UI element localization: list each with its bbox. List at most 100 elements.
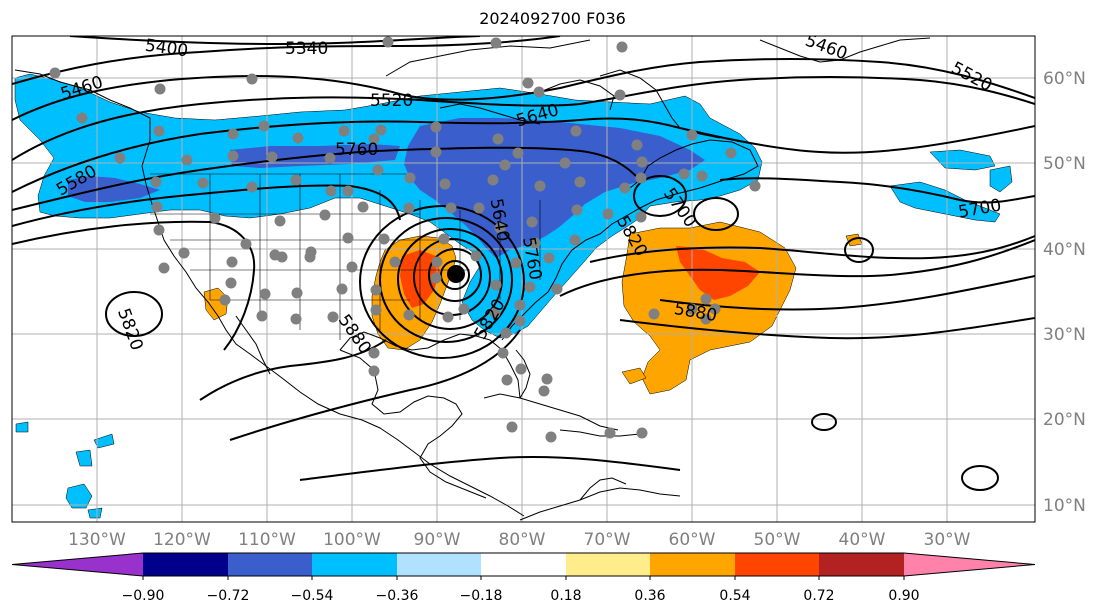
colorbar-tick-label: 0.72 bbox=[803, 588, 834, 604]
lat-label: 40°N bbox=[1043, 240, 1086, 260]
station-dot bbox=[219, 294, 231, 306]
station-dot bbox=[342, 185, 354, 197]
station-dot bbox=[492, 133, 504, 145]
station-dot bbox=[154, 83, 166, 95]
station-dot bbox=[114, 152, 126, 164]
station-dot bbox=[489, 307, 501, 319]
station-dot bbox=[197, 177, 209, 189]
colorbar-tick-label: −0.36 bbox=[376, 588, 419, 604]
station-dot bbox=[304, 251, 316, 263]
map-plot-area: 5400 5340 5460 5460 5520 5520 5580 5640 … bbox=[12, 36, 1035, 522]
station-dot bbox=[515, 363, 527, 375]
state-borders bbox=[150, 173, 541, 340]
negative-anomaly-pacific-speck5 bbox=[87, 507, 103, 519]
station-dot bbox=[506, 421, 518, 433]
station-dot bbox=[490, 37, 502, 49]
negative-anomaly-atlantic-blob bbox=[989, 165, 1013, 193]
colorbar-segment bbox=[819, 553, 905, 576]
station-dot bbox=[749, 180, 761, 192]
station-dot bbox=[533, 86, 545, 98]
station-dot bbox=[571, 204, 583, 216]
positive-anomaly-atlantic-region bbox=[621, 221, 797, 395]
station-dot bbox=[370, 284, 382, 296]
station-dot bbox=[445, 202, 457, 214]
lon-label: 30°W bbox=[924, 530, 971, 550]
colorbar-tick-label: 0.18 bbox=[550, 588, 581, 604]
station-dot bbox=[438, 233, 450, 245]
station-dots bbox=[49, 36, 761, 443]
station-dot bbox=[319, 209, 331, 221]
station-dot bbox=[514, 315, 526, 327]
station-dot bbox=[678, 168, 690, 180]
station-dot bbox=[709, 303, 721, 315]
negative-anomaly-core-region bbox=[404, 118, 705, 258]
colorbar-tick-label: −0.90 bbox=[122, 588, 165, 604]
station-dot bbox=[487, 174, 499, 186]
station-dot bbox=[500, 327, 512, 339]
station-dot bbox=[259, 288, 271, 300]
station-dot bbox=[529, 237, 541, 249]
colorbar-segment bbox=[735, 553, 820, 576]
station-dot bbox=[559, 157, 571, 169]
station-dot bbox=[151, 201, 163, 213]
station-dot bbox=[49, 67, 61, 79]
station-dot bbox=[290, 313, 302, 325]
station-dot bbox=[150, 176, 162, 188]
longitude-labels: 130°W 120°W 110°W 100°W 90°W 80°W 70°W 6… bbox=[68, 530, 971, 550]
station-dot bbox=[470, 250, 482, 262]
station-dot bbox=[368, 347, 380, 359]
lon-label: 40°W bbox=[839, 530, 886, 550]
station-dot bbox=[430, 272, 442, 284]
station-dot bbox=[378, 233, 390, 245]
station-dot bbox=[619, 182, 631, 194]
station-dot bbox=[403, 202, 415, 214]
low-center-marker bbox=[447, 265, 465, 283]
station-dot bbox=[158, 262, 170, 274]
station-dot bbox=[631, 139, 643, 151]
station-dot bbox=[76, 112, 88, 124]
station-dot bbox=[246, 181, 258, 193]
station-dot bbox=[526, 216, 538, 228]
station-dot bbox=[635, 172, 647, 184]
station-dot bbox=[336, 283, 348, 295]
station-dot bbox=[325, 185, 337, 197]
station-dot bbox=[258, 120, 270, 132]
colorbar-tick-label: −0.72 bbox=[207, 588, 250, 604]
contour-label: 5760 bbox=[335, 140, 378, 160]
station-dot bbox=[616, 41, 628, 53]
station-dot bbox=[696, 170, 708, 182]
station-dot bbox=[636, 156, 648, 168]
station-dot bbox=[570, 125, 582, 137]
negative-anomaly-atlantic-region bbox=[889, 181, 1001, 223]
negative-anomaly-pacific-speck4 bbox=[75, 449, 93, 467]
station-dot bbox=[574, 176, 586, 188]
lat-label: 20°N bbox=[1043, 410, 1086, 430]
station-dot bbox=[551, 283, 563, 295]
negative-anomaly-pacific-speck1 bbox=[65, 483, 93, 509]
colorbar-segment bbox=[397, 553, 482, 576]
station-dot bbox=[225, 277, 237, 289]
colorbar-segment bbox=[312, 553, 398, 576]
colorbar-tick-label: 0.36 bbox=[634, 588, 665, 604]
station-dot bbox=[431, 256, 443, 268]
lat-label: 50°N bbox=[1043, 154, 1086, 174]
station-dot bbox=[370, 304, 382, 316]
station-dot bbox=[439, 178, 451, 190]
station-dot bbox=[291, 287, 303, 299]
station-dot bbox=[510, 257, 522, 269]
station-dot bbox=[569, 234, 581, 246]
positive-anomaly-caribbean-small bbox=[621, 367, 647, 385]
station-dot bbox=[538, 385, 550, 397]
station-dot bbox=[494, 222, 506, 234]
station-dot bbox=[389, 256, 401, 268]
station-dot bbox=[274, 215, 286, 227]
station-dot bbox=[501, 374, 513, 386]
station-dot bbox=[324, 152, 336, 164]
station-dot bbox=[524, 281, 536, 293]
station-dot bbox=[514, 299, 526, 311]
station-dot bbox=[227, 150, 239, 162]
station-dot bbox=[338, 125, 350, 137]
lon-label: 100°W bbox=[323, 530, 381, 550]
station-dot bbox=[226, 256, 238, 268]
station-dot bbox=[442, 311, 454, 323]
